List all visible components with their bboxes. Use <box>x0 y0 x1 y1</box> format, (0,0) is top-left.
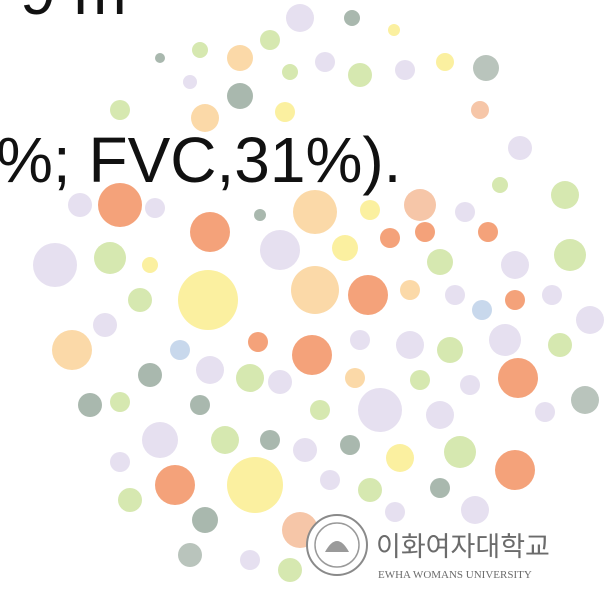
slide: 9 m %; FVC,31%). 이화여자대학교 EWHA WOMANS UNI… <box>0 0 611 596</box>
logo-name-en: EWHA WOMANS UNIVERSITY <box>378 569 532 581</box>
text-line: 9 m <box>20 0 127 28</box>
logo-name-ko: 이화여자대학교 <box>376 532 550 563</box>
decorative-dots <box>33 4 604 582</box>
logo: 이화여자대학교 EWHA WOMANS UNIVERSITY <box>307 515 550 581</box>
text-line: %; FVC,31%). <box>0 124 401 196</box>
